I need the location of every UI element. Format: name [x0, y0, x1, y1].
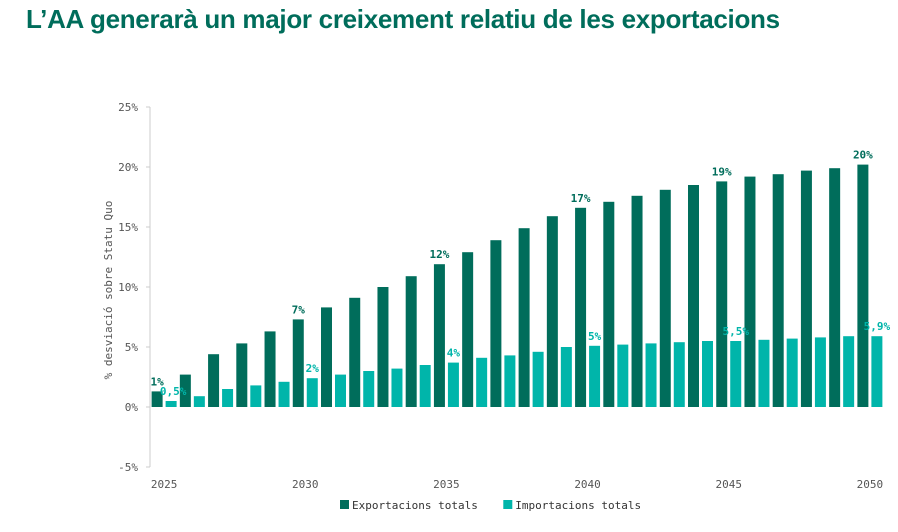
bars-group: [151, 164, 883, 407]
bar-exportacions: [433, 264, 445, 407]
bar-exportacions: [236, 343, 248, 407]
legend: Exportacions totals Importacions totals: [340, 499, 641, 512]
bar-exportacions: [688, 185, 699, 407]
bar-importacions: [814, 337, 826, 407]
bar-exportacions: [631, 195, 643, 407]
bar-exportacions: [208, 354, 220, 407]
bar-exportacions: [321, 307, 332, 407]
bar-exportacions: [829, 168, 841, 407]
bar-importacions: [363, 371, 375, 407]
bar-exportacions: [546, 216, 558, 407]
bar-importacions: [673, 342, 685, 407]
legend-swatch: [340, 500, 349, 509]
bar-importacions: [278, 381, 290, 407]
bar-exportacions: [857, 164, 869, 407]
data-labels-group: 1%0,5% 7% 2% 12% 4% 17% 5% 19% 5,5% 20% 5,9%: [150, 149, 890, 398]
bar-importacions: [419, 365, 431, 407]
legend-swatch: [503, 500, 513, 509]
bar-exportacions: [659, 189, 671, 407]
data-label-exportacions: 7%: [292, 303, 306, 316]
data-label-importacions: 0,5%: [160, 385, 187, 398]
bar-exportacions: [518, 228, 530, 407]
bar-importacions: [193, 396, 205, 407]
y-axis-title: % desviació sobre Statu Quo: [102, 201, 115, 380]
bar-importacions: [560, 347, 572, 407]
bar-importacions: [250, 385, 262, 407]
bar-exportacions: [292, 319, 304, 407]
bar-importacions: [335, 374, 346, 407]
x-tick-label: 2045: [715, 478, 742, 491]
bar-exportacions: [575, 207, 587, 407]
bar-importacions: [730, 341, 742, 407]
data-label-importacions: 5%: [588, 330, 602, 343]
data-label-exportacions: 1%: [150, 375, 164, 388]
bar-importacions: [843, 336, 855, 407]
bar-exportacions: [772, 174, 784, 407]
y-tick-label: 0%: [125, 401, 139, 414]
data-label-exportacions: 17%: [571, 192, 591, 205]
bar-importacions: [447, 362, 459, 407]
bar-importacions: [165, 401, 177, 407]
data-label-exportacions: 12%: [429, 248, 449, 261]
x-tick-label: 2030: [292, 478, 319, 491]
bar-importacions: [758, 339, 770, 407]
x-tick-label: 2040: [574, 478, 601, 491]
bar-importacions: [589, 345, 601, 407]
bar-importacions: [306, 378, 318, 407]
bar-importacions: [532, 351, 544, 407]
bar-exportacions: [264, 331, 276, 407]
y-tick-label: 25%: [118, 101, 138, 114]
x-tick-label: 2035: [433, 478, 460, 491]
bar-importacions: [391, 368, 403, 407]
bar-exportacions: [800, 170, 812, 407]
bar-exportacions: [716, 181, 728, 407]
bar-exportacions: [744, 176, 756, 407]
y-tick-label: 10%: [118, 281, 138, 294]
bar-exportacions: [179, 374, 191, 407]
data-label-exportacions: 19%: [712, 165, 732, 178]
bar-exportacions: [151, 391, 163, 407]
data-label-importacions: 2%: [306, 362, 320, 375]
legend-label: Importacions totals: [515, 499, 641, 512]
bar-importacions: [617, 344, 629, 407]
bar-exportacions: [405, 276, 417, 407]
data-label-exportacions: 20%: [853, 149, 873, 162]
y-tick-label: -5%: [118, 461, 138, 474]
bar-importacions: [786, 338, 798, 407]
data-label-importacions: 5,5%: [722, 325, 749, 338]
bar-exportacions: [462, 252, 474, 407]
bar-importacions: [222, 389, 234, 407]
bar-importacions: [645, 343, 657, 407]
axes-group: 25% 20% 15% 10% 5% 0% -5% % desviació sobre Sta…: [102, 101, 883, 491]
bar-exportacions: [377, 287, 389, 407]
chart-title: L’AA generarà un major creixement relati…: [26, 4, 780, 34]
bar-exportacions: [490, 240, 502, 407]
bar-exportacions: [349, 297, 361, 407]
y-tick-label: 15%: [118, 221, 138, 234]
x-tick-label: 2050: [857, 478, 884, 491]
bar-importacions: [504, 355, 516, 407]
legend-label: Exportacions totals: [352, 499, 478, 512]
y-tick-label: 5%: [125, 341, 139, 354]
bar-importacions: [871, 336, 883, 407]
y-tick-label: 20%: [118, 161, 138, 174]
data-label-importacions: 5,9%: [864, 320, 891, 333]
data-label-importacions: 4%: [447, 347, 461, 360]
x-tick-label: 2025: [151, 478, 178, 491]
bar-importacions: [702, 341, 713, 407]
bar-exportacions: [603, 201, 615, 407]
bar-importacions: [476, 357, 488, 407]
